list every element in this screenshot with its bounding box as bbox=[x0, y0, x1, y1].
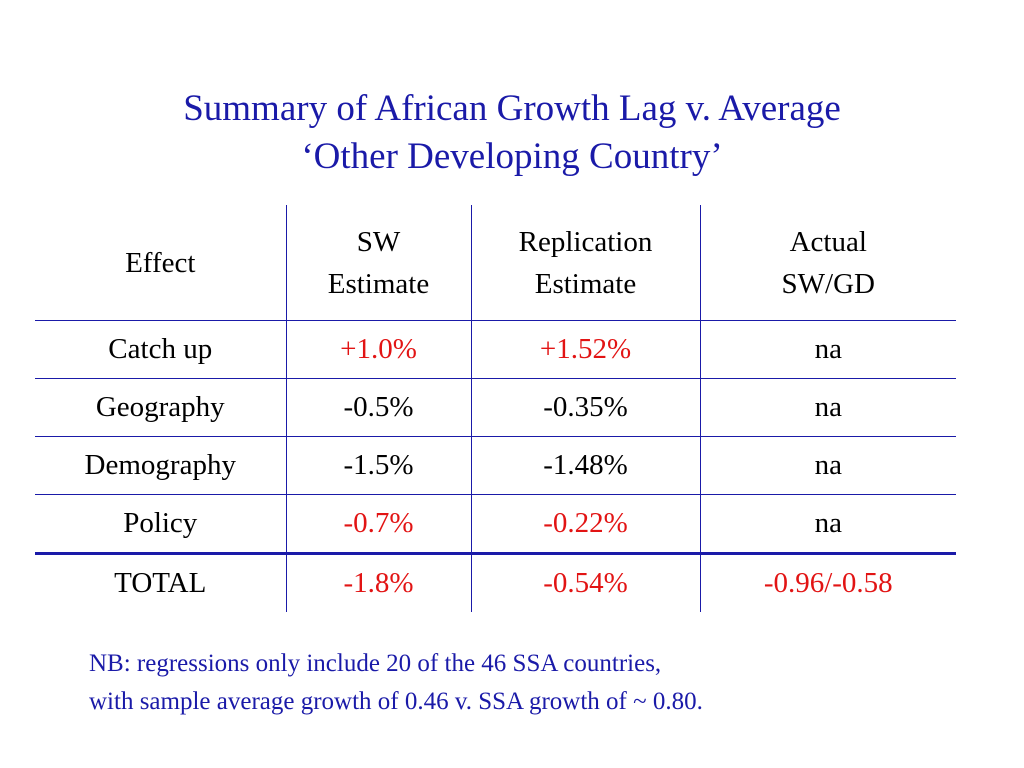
header-sw-estimate: SW Estimate bbox=[285, 205, 471, 321]
row-sw-value: -0.5% bbox=[285, 378, 471, 437]
row-actual-value: na bbox=[699, 378, 956, 437]
table-row: Demography -1.5% -1.48% na bbox=[35, 436, 956, 495]
growth-lag-table: Effect SW Estimate Replication Estimate … bbox=[35, 205, 956, 612]
title-line-2: ‘Other Developing Country’ bbox=[301, 136, 723, 177]
row-replication-value: +1.52% bbox=[470, 320, 700, 379]
row-effect: Geography bbox=[35, 378, 286, 437]
table-row: Policy -0.7% -0.22% na bbox=[35, 494, 956, 555]
header-replication-line-2: Estimate bbox=[534, 267, 637, 300]
footnote: NB: regressions only include 20 of the 4… bbox=[89, 645, 989, 721]
row-sw-value: +1.0% bbox=[285, 320, 471, 379]
table-row: Catch up +1.0% +1.52% na bbox=[35, 320, 956, 379]
header-actual-line-2: SW/GD bbox=[781, 267, 875, 300]
row-actual-value: na bbox=[699, 494, 956, 555]
total-actual-value: -0.96/-0.58 bbox=[699, 553, 956, 612]
row-effect: Catch up bbox=[35, 320, 286, 379]
header-replication-estimate: Replication Estimate bbox=[470, 205, 700, 321]
header-sw-line-1: SW bbox=[356, 225, 401, 258]
total-replication-value: -0.54% bbox=[470, 553, 700, 612]
total-label: TOTAL bbox=[114, 567, 207, 599]
row-replication-value: -0.35% bbox=[470, 378, 700, 437]
footnote-line-1: NB: regressions only include 20 of the 4… bbox=[89, 650, 662, 677]
table-row: Geography -0.5% -0.35% na bbox=[35, 378, 956, 437]
row-effect: Policy bbox=[35, 494, 286, 555]
row-replication-value: -1.48% bbox=[470, 436, 700, 495]
row-replication-value: -0.22% bbox=[470, 494, 700, 555]
title-line-1: Summary of African Growth Lag v. Average bbox=[183, 88, 841, 129]
row-effect: Demography bbox=[35, 436, 286, 495]
header-row: Effect SW Estimate Replication Estimate … bbox=[35, 205, 956, 321]
total-sw-value: -1.8% bbox=[285, 553, 471, 612]
row-actual-value: na bbox=[699, 436, 956, 495]
total-row: TOTAL -1.8% -0.54% -0.96/-0.58 bbox=[35, 553, 956, 612]
row-sw-value: -0.7% bbox=[285, 494, 471, 555]
slide-title: Summary of African Growth Lag v. Average… bbox=[0, 85, 1024, 181]
row-sw-value: -1.5% bbox=[285, 436, 471, 495]
header-actual-line-1: Actual bbox=[789, 225, 867, 258]
header-effect: Effect bbox=[35, 205, 286, 321]
header-sw-line-2: Estimate bbox=[327, 267, 430, 300]
row-actual-value: na bbox=[699, 320, 956, 379]
header-replication-line-1: Replication bbox=[518, 225, 653, 258]
footnote-line-2: with sample average growth of 0.46 v. SS… bbox=[89, 688, 703, 715]
header-actual: Actual SW/GD bbox=[699, 205, 956, 321]
